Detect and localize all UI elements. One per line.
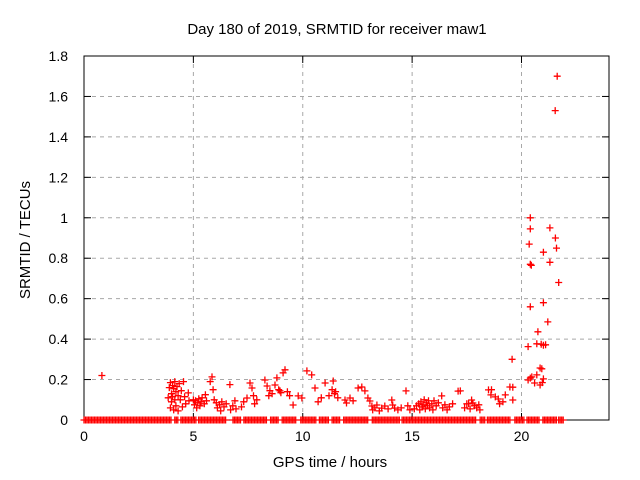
data-points <box>80 72 567 424</box>
x-tick-label: 10 <box>295 428 311 444</box>
y-tick-label: 0.4 <box>49 331 69 347</box>
chart-title: Day 180 of 2019, SRMTID for receiver maw… <box>187 21 486 38</box>
tick-marks <box>83 55 609 421</box>
y-tick-label: 0.8 <box>49 250 69 266</box>
y-tick-label: 0.6 <box>49 291 69 307</box>
x-tick-label: 5 <box>189 428 197 444</box>
y-tick-label: 0 <box>60 412 68 428</box>
grid-lines <box>84 56 609 420</box>
x-tick-label: 0 <box>80 428 88 444</box>
y-tick-label: 1.2 <box>49 169 69 185</box>
y-tick-label: 1.8 <box>49 48 69 64</box>
tick-labels: 0 5 10 15 20 0 0.2 0.4 0.6 0.8 1 1.2 1.4 1.6 1.8 <box>49 48 530 444</box>
y-tick-label: 1.4 <box>49 129 69 145</box>
x-axis-label: GPS time / hours <box>273 454 387 471</box>
y-tick-label: 1 <box>60 210 68 226</box>
plot-border <box>83 55 610 421</box>
x-tick-label: 20 <box>514 428 530 444</box>
y-axis-label: SRMTID / TECUs <box>17 181 34 299</box>
y-tick-label: 1.6 <box>49 88 69 104</box>
y-tick-label: 0.2 <box>49 372 69 388</box>
x-tick-label: 15 <box>404 428 420 444</box>
